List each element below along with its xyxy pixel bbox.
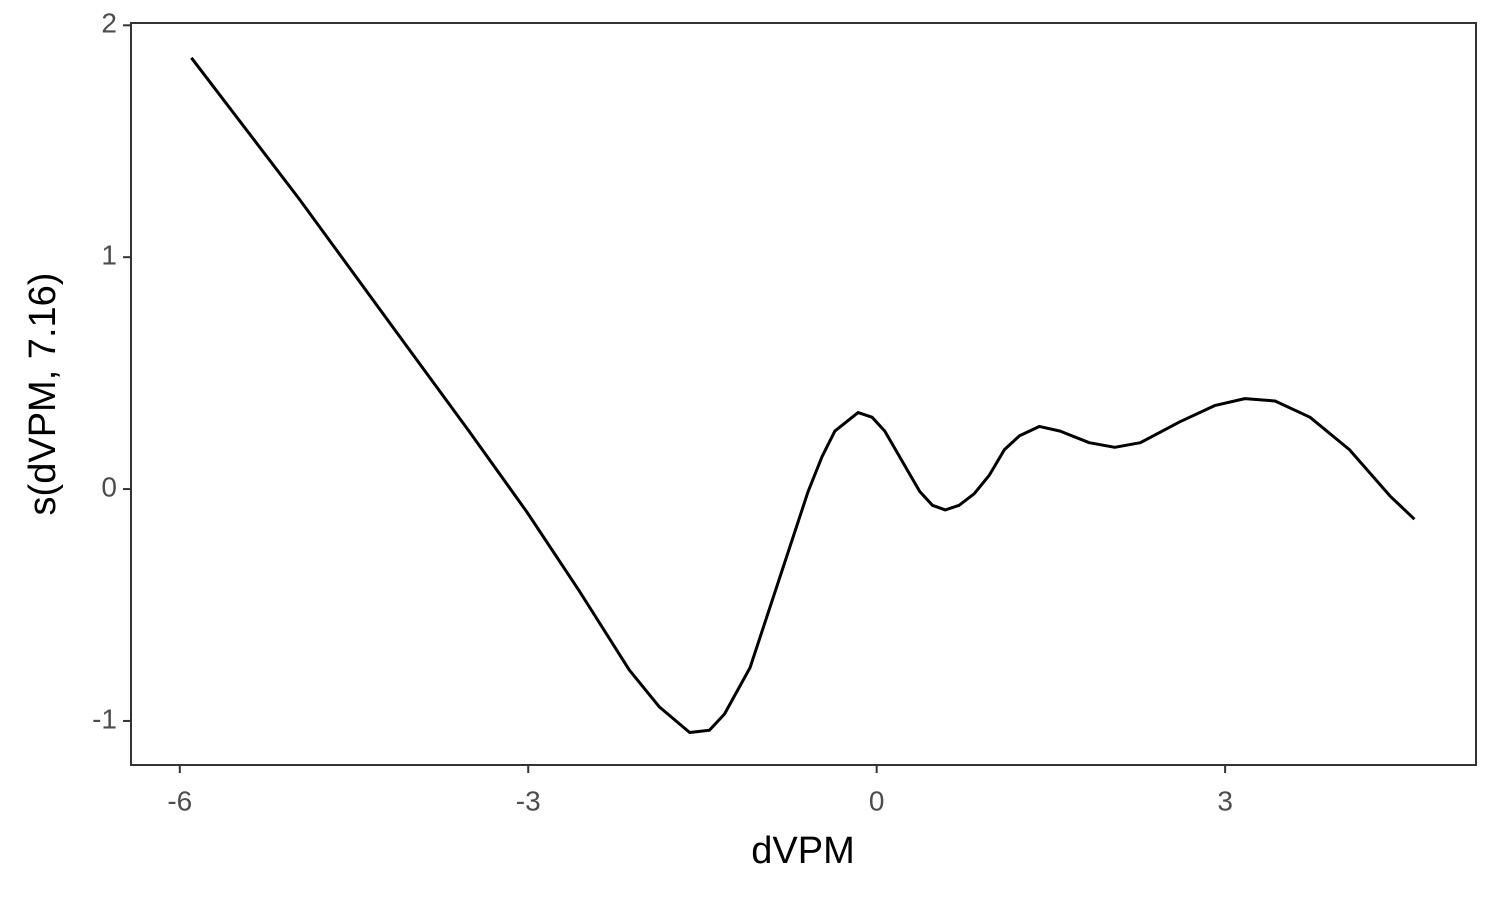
y-tick-label: 2 [101, 8, 117, 39]
y-tick-label: 1 [101, 240, 117, 271]
x-tick-label: -3 [516, 785, 541, 816]
x-tick-label: 0 [869, 785, 885, 816]
x-axis-title: dVPM [751, 830, 854, 872]
x-tick-label: -6 [167, 785, 192, 816]
y-tick-label: 0 [101, 471, 117, 502]
smooth-line [190, 56, 1416, 735]
panel-border [130, 22, 1477, 766]
x-tick-label: 3 [1217, 785, 1233, 816]
y-tick-label: -1 [92, 703, 117, 734]
y-axis-title: s(dVPM, 7.16) [22, 273, 64, 516]
